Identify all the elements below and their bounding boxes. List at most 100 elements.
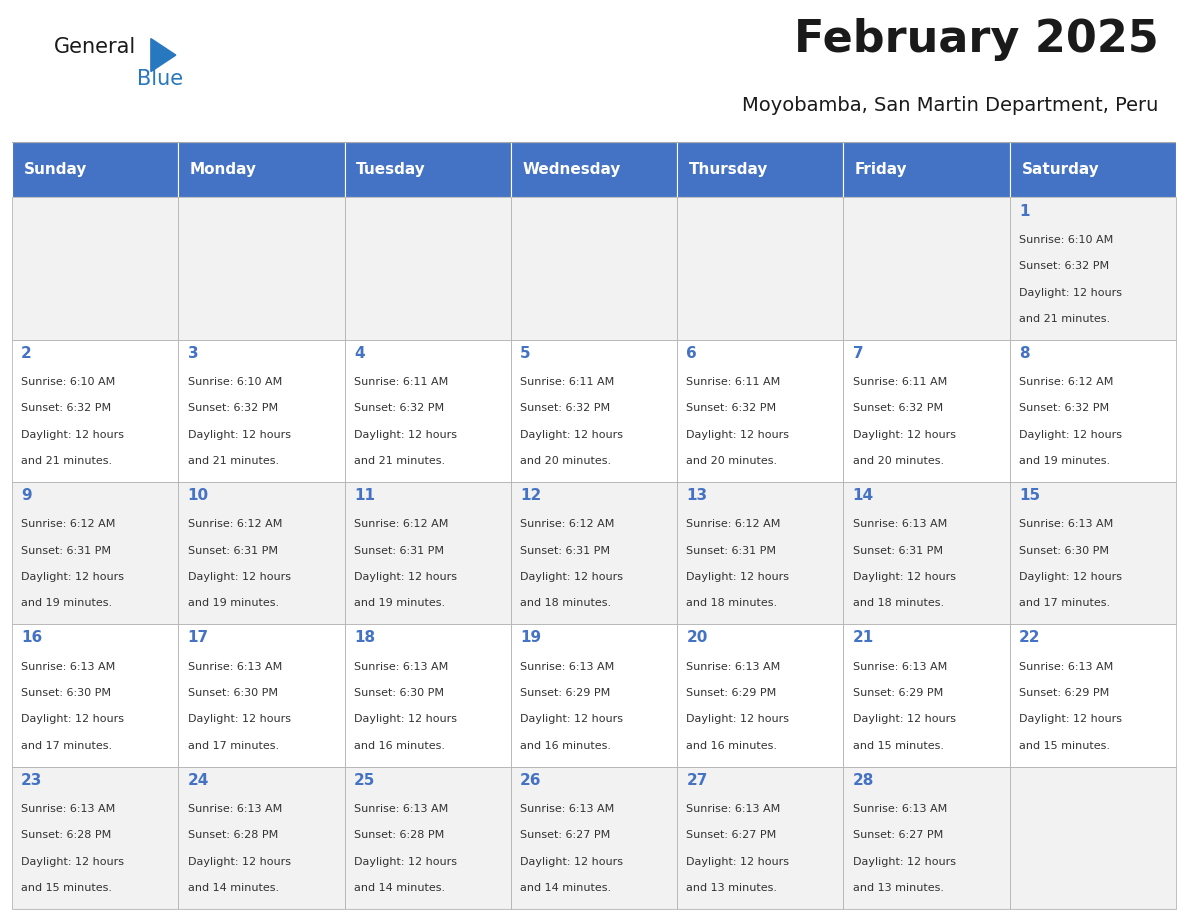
Text: Daylight: 12 hours: Daylight: 12 hours <box>354 430 457 440</box>
Text: and 16 minutes.: and 16 minutes. <box>687 741 777 751</box>
Text: and 19 minutes.: and 19 minutes. <box>354 599 446 609</box>
Text: Daylight: 12 hours: Daylight: 12 hours <box>687 572 790 582</box>
Text: Sunset: 6:29 PM: Sunset: 6:29 PM <box>853 688 943 698</box>
Text: Sunrise: 6:12 AM: Sunrise: 6:12 AM <box>687 520 781 530</box>
Bar <box>1010 340 1176 482</box>
Text: Sunset: 6:31 PM: Sunset: 6:31 PM <box>687 546 777 555</box>
Bar <box>677 142 843 197</box>
Bar <box>178 340 345 482</box>
Bar <box>12 197 178 340</box>
Text: Sunday: Sunday <box>24 162 87 177</box>
Bar <box>677 340 843 482</box>
Text: 14: 14 <box>853 488 874 503</box>
Bar <box>345 624 511 767</box>
Text: and 16 minutes.: and 16 minutes. <box>520 741 611 751</box>
Text: Daylight: 12 hours: Daylight: 12 hours <box>188 430 291 440</box>
Bar <box>345 482 511 624</box>
Text: 28: 28 <box>853 773 874 788</box>
Text: Daylight: 12 hours: Daylight: 12 hours <box>21 572 125 582</box>
Text: Sunset: 6:27 PM: Sunset: 6:27 PM <box>687 830 777 840</box>
Text: 17: 17 <box>188 631 209 645</box>
Text: and 21 minutes.: and 21 minutes. <box>188 456 279 466</box>
Text: Sunset: 6:30 PM: Sunset: 6:30 PM <box>1019 546 1110 555</box>
Text: Daylight: 12 hours: Daylight: 12 hours <box>354 572 457 582</box>
Text: Daylight: 12 hours: Daylight: 12 hours <box>853 856 956 867</box>
Text: Sunrise: 6:13 AM: Sunrise: 6:13 AM <box>354 662 448 672</box>
Text: Friday: Friday <box>855 162 908 177</box>
Text: Daylight: 12 hours: Daylight: 12 hours <box>853 572 956 582</box>
Text: 22: 22 <box>1019 631 1041 645</box>
Text: Daylight: 12 hours: Daylight: 12 hours <box>21 856 125 867</box>
Text: Sunset: 6:32 PM: Sunset: 6:32 PM <box>1019 404 1110 413</box>
Text: 16: 16 <box>21 631 43 645</box>
Text: 20: 20 <box>687 631 708 645</box>
Text: 8: 8 <box>1019 346 1030 361</box>
Text: and 20 minutes.: and 20 minutes. <box>853 456 944 466</box>
Text: Sunset: 6:32 PM: Sunset: 6:32 PM <box>853 404 943 413</box>
Bar <box>345 142 511 197</box>
Bar <box>12 624 178 767</box>
Text: 15: 15 <box>1019 488 1041 503</box>
Bar <box>178 767 345 909</box>
Text: and 17 minutes.: and 17 minutes. <box>1019 599 1111 609</box>
Bar <box>677 767 843 909</box>
Text: Sunset: 6:32 PM: Sunset: 6:32 PM <box>687 404 777 413</box>
Text: and 19 minutes.: and 19 minutes. <box>188 599 279 609</box>
Text: Sunrise: 6:12 AM: Sunrise: 6:12 AM <box>1019 377 1113 387</box>
Text: Sunrise: 6:11 AM: Sunrise: 6:11 AM <box>687 377 781 387</box>
Text: and 18 minutes.: and 18 minutes. <box>853 599 944 609</box>
Text: Daylight: 12 hours: Daylight: 12 hours <box>188 714 291 724</box>
Text: Sunset: 6:30 PM: Sunset: 6:30 PM <box>188 688 278 698</box>
Text: February 2025: February 2025 <box>794 18 1158 62</box>
Text: Sunset: 6:31 PM: Sunset: 6:31 PM <box>354 546 444 555</box>
Text: and 14 minutes.: and 14 minutes. <box>520 883 612 893</box>
Text: Sunset: 6:28 PM: Sunset: 6:28 PM <box>21 830 112 840</box>
Text: Sunrise: 6:11 AM: Sunrise: 6:11 AM <box>520 377 614 387</box>
Text: Sunset: 6:30 PM: Sunset: 6:30 PM <box>21 688 112 698</box>
Text: Sunrise: 6:13 AM: Sunrise: 6:13 AM <box>354 804 448 814</box>
Text: and 17 minutes.: and 17 minutes. <box>21 741 113 751</box>
Text: Wednesday: Wednesday <box>523 162 621 177</box>
Text: Sunset: 6:29 PM: Sunset: 6:29 PM <box>687 688 777 698</box>
Text: 21: 21 <box>853 631 874 645</box>
Text: Daylight: 12 hours: Daylight: 12 hours <box>188 856 291 867</box>
Bar <box>677 624 843 767</box>
Text: Sunrise: 6:12 AM: Sunrise: 6:12 AM <box>21 520 115 530</box>
Text: Daylight: 12 hours: Daylight: 12 hours <box>520 714 624 724</box>
Bar <box>843 767 1010 909</box>
Bar <box>1010 767 1176 909</box>
Text: Sunset: 6:32 PM: Sunset: 6:32 PM <box>354 404 444 413</box>
Text: Daylight: 12 hours: Daylight: 12 hours <box>1019 430 1123 440</box>
Text: Daylight: 12 hours: Daylight: 12 hours <box>687 856 790 867</box>
Text: Sunrise: 6:10 AM: Sunrise: 6:10 AM <box>21 377 115 387</box>
Text: Daylight: 12 hours: Daylight: 12 hours <box>520 572 624 582</box>
Bar <box>12 142 178 197</box>
Text: Sunrise: 6:11 AM: Sunrise: 6:11 AM <box>354 377 448 387</box>
Text: 25: 25 <box>354 773 375 788</box>
Text: and 20 minutes.: and 20 minutes. <box>687 456 778 466</box>
Text: and 21 minutes.: and 21 minutes. <box>1019 314 1111 324</box>
Text: Moyobamba, San Martin Department, Peru: Moyobamba, San Martin Department, Peru <box>742 96 1158 116</box>
Bar <box>511 340 677 482</box>
Text: Sunset: 6:32 PM: Sunset: 6:32 PM <box>520 404 611 413</box>
Text: and 18 minutes.: and 18 minutes. <box>687 599 778 609</box>
Text: Sunset: 6:31 PM: Sunset: 6:31 PM <box>520 546 611 555</box>
Bar <box>1010 482 1176 624</box>
Text: Monday: Monday <box>190 162 257 177</box>
Text: 9: 9 <box>21 488 32 503</box>
Bar <box>178 624 345 767</box>
Text: 13: 13 <box>687 488 708 503</box>
Text: and 15 minutes.: and 15 minutes. <box>21 883 112 893</box>
Text: and 13 minutes.: and 13 minutes. <box>687 883 777 893</box>
Text: Sunset: 6:27 PM: Sunset: 6:27 PM <box>520 830 611 840</box>
Bar <box>178 197 345 340</box>
Text: Daylight: 12 hours: Daylight: 12 hours <box>520 856 624 867</box>
Text: 26: 26 <box>520 773 542 788</box>
Text: Sunrise: 6:12 AM: Sunrise: 6:12 AM <box>520 520 614 530</box>
Text: and 13 minutes.: and 13 minutes. <box>853 883 943 893</box>
Text: Sunrise: 6:13 AM: Sunrise: 6:13 AM <box>1019 520 1113 530</box>
Bar <box>1010 197 1176 340</box>
Text: Sunrise: 6:13 AM: Sunrise: 6:13 AM <box>853 804 947 814</box>
Text: and 19 minutes.: and 19 minutes. <box>1019 456 1111 466</box>
Text: Sunrise: 6:13 AM: Sunrise: 6:13 AM <box>1019 662 1113 672</box>
